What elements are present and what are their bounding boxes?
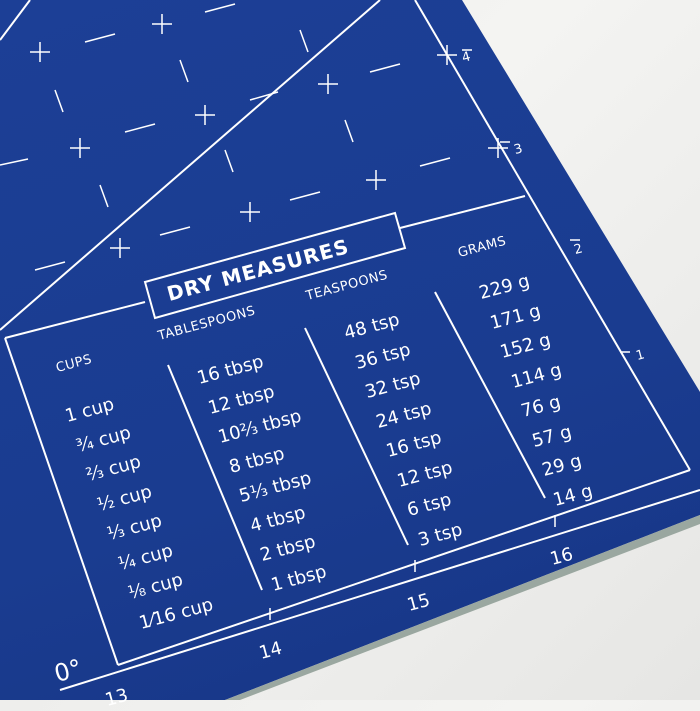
ruler-bottom-13: 13 xyxy=(102,684,131,711)
angle-label: 0° xyxy=(51,653,85,688)
